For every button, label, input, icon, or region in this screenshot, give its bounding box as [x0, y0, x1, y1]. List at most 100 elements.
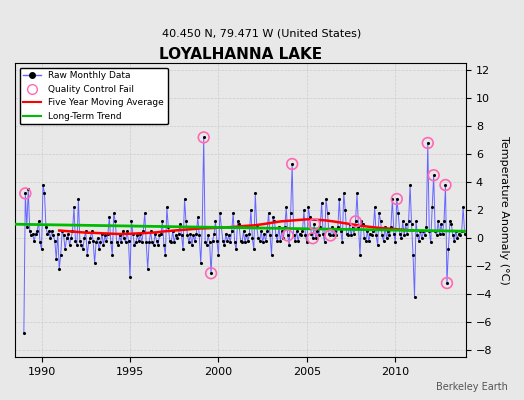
Point: [55, 266, 63, 272]
Point: [431, 228, 439, 234]
Point: [261, 238, 270, 244]
Point: [227, 228, 236, 234]
Point: [248, 235, 257, 242]
Point: [223, 238, 232, 244]
Point: [391, 239, 399, 246]
Point: [21, 190, 29, 197]
Point: [195, 232, 203, 239]
Point: [289, 232, 298, 239]
Point: [204, 232, 212, 239]
Point: [193, 214, 202, 220]
Point: [399, 218, 407, 225]
Point: [225, 232, 233, 239]
Point: [79, 246, 87, 253]
Point: [291, 238, 299, 244]
Point: [278, 228, 286, 234]
Point: [425, 228, 433, 234]
Point: [200, 134, 208, 140]
Point: [335, 196, 344, 202]
Point: [122, 239, 130, 246]
Point: [352, 218, 360, 225]
Point: [180, 196, 189, 202]
Point: [99, 242, 107, 248]
Point: [392, 196, 401, 202]
Point: [127, 218, 136, 225]
Point: [201, 239, 210, 246]
Point: [412, 218, 420, 225]
Point: [336, 228, 345, 234]
Point: [441, 182, 450, 188]
Point: [266, 232, 274, 239]
Point: [186, 231, 194, 237]
Point: [51, 238, 59, 244]
Point: [179, 246, 187, 253]
Point: [136, 231, 145, 237]
Point: [207, 270, 215, 276]
Point: [409, 252, 417, 258]
Point: [300, 207, 308, 214]
Point: [430, 172, 438, 178]
Point: [406, 182, 414, 188]
Point: [443, 280, 451, 286]
Point: [301, 232, 310, 239]
Point: [233, 218, 242, 225]
Point: [219, 238, 227, 244]
Point: [104, 231, 112, 237]
Point: [363, 228, 372, 234]
Point: [37, 246, 46, 253]
Point: [140, 210, 149, 216]
Point: [384, 228, 392, 234]
Point: [328, 224, 336, 230]
Point: [21, 190, 29, 197]
Point: [86, 235, 94, 242]
Point: [74, 196, 83, 202]
Point: [236, 238, 245, 244]
Point: [171, 232, 180, 239]
Point: [340, 190, 348, 197]
Point: [211, 218, 220, 225]
Point: [372, 232, 380, 239]
Point: [287, 210, 295, 216]
Point: [84, 239, 93, 246]
Point: [275, 224, 283, 230]
Point: [191, 238, 199, 244]
Point: [129, 231, 137, 237]
Point: [146, 228, 155, 234]
Point: [89, 238, 97, 244]
Point: [82, 228, 90, 234]
Point: [36, 239, 44, 246]
Point: [64, 231, 72, 237]
Point: [272, 232, 280, 239]
Point: [39, 182, 47, 188]
Point: [164, 224, 172, 230]
Point: [188, 242, 196, 248]
Point: [70, 204, 78, 211]
Point: [283, 232, 292, 239]
Point: [75, 238, 84, 244]
Point: [107, 239, 115, 246]
Text: 40.450 N, 79.471 W (United States): 40.450 N, 79.471 W (United States): [162, 28, 362, 38]
Point: [383, 235, 391, 242]
Point: [30, 238, 38, 244]
Point: [459, 204, 467, 211]
Point: [48, 228, 56, 234]
Point: [222, 231, 230, 237]
Point: [434, 218, 442, 225]
Point: [162, 204, 171, 211]
Point: [446, 218, 454, 225]
Point: [73, 242, 81, 248]
Point: [331, 228, 339, 234]
Point: [157, 231, 165, 237]
Point: [124, 238, 133, 244]
Point: [62, 235, 71, 242]
Point: [314, 232, 323, 239]
Point: [401, 221, 410, 228]
Point: [205, 239, 214, 246]
Point: [214, 252, 223, 258]
Point: [437, 221, 445, 228]
Legend: Raw Monthly Data, Quality Control Fail, Five Year Moving Average, Long-Term Tren: Raw Monthly Data, Quality Control Fail, …: [19, 68, 168, 124]
Point: [369, 228, 377, 234]
Point: [397, 235, 406, 242]
Point: [265, 210, 273, 216]
Point: [322, 196, 330, 202]
